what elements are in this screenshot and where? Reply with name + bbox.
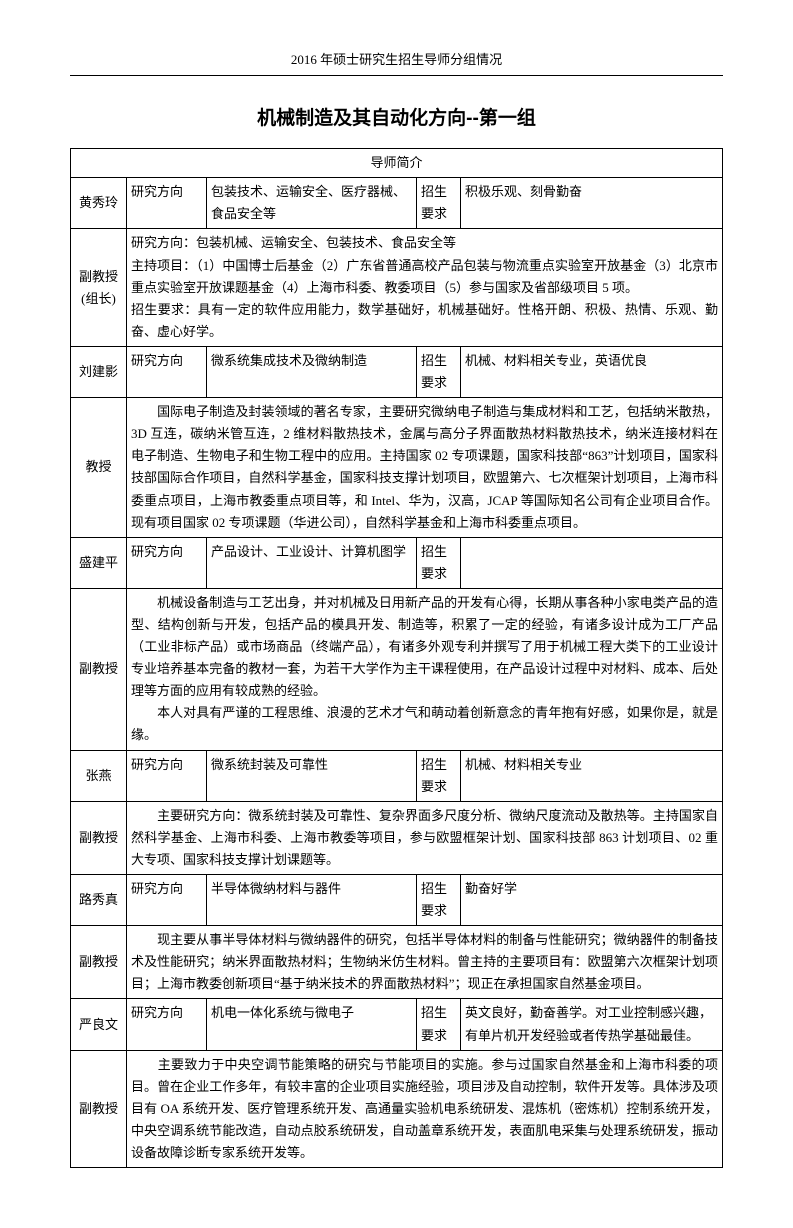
detail-paragraph: 主要致力于中央空调节能策略的研究与节能项目的实施。参与过国家自然基金和上海市科委… xyxy=(131,1054,718,1164)
requirement-label: 招生要求 xyxy=(417,999,461,1050)
advisor-detail: 主要研究方向：微系统封装及可靠性、复杂界面多尺度分析、微纳尺度流动及散热等。主持… xyxy=(127,801,723,874)
table-header-row: 导师简介 xyxy=(71,149,723,178)
direction-label: 研究方向 xyxy=(127,999,207,1050)
advisor-title: 副教授 xyxy=(71,926,127,999)
detail-paragraph: 主持项目：（1）中国博士后基金（2）广东省普通高校产品包装与物流重点实验室开放基… xyxy=(131,255,718,299)
detail-paragraph: 国际电子制造及封装领域的著名专家，主要研究微纳电子制造与集成材料和工艺，包括纳米… xyxy=(131,401,718,534)
requirement-label: 招生要求 xyxy=(417,750,461,801)
detail-paragraph: 现主要从事半导体材料与微纳器件的研究，包括半导体材料的制备与性能研究；微纳器件的… xyxy=(131,929,718,995)
advisor-title: 副教授 xyxy=(71,588,127,750)
advisor-name: 黄秀玲 xyxy=(71,178,127,229)
requirement-text xyxy=(461,537,723,588)
advisor-table: 导师简介 黄秀玲研究方向包装技术、运输安全、医疗器械、食品安全等招生要求积极乐观… xyxy=(70,148,723,1168)
document-title: 机械制造及其自动化方向--第一组 xyxy=(70,104,723,134)
requirement-label: 招生要求 xyxy=(417,346,461,397)
direction-label: 研究方向 xyxy=(127,750,207,801)
direction-text: 微系统封装及可靠性 xyxy=(207,750,417,801)
advisor-title: 副教授 (组长) xyxy=(71,229,127,346)
detail-paragraph: 招生要求：具有一定的软件应用能力，数学基础好，机械基础好。性格开朗、积极、热情、… xyxy=(131,299,718,343)
advisor-title: 教授 xyxy=(71,398,127,538)
detail-paragraph: 机械设备制造与工艺出身，并对机械及日用新产品的开发有心得，长期从事各种小家电类产… xyxy=(131,592,718,702)
direction-label: 研究方向 xyxy=(127,537,207,588)
advisor-name: 路秀真 xyxy=(71,875,127,926)
requirement-label: 招生要求 xyxy=(417,537,461,588)
direction-label: 研究方向 xyxy=(127,178,207,229)
advisor-name: 盛建平 xyxy=(71,537,127,588)
requirement-label: 招生要求 xyxy=(417,178,461,229)
advisor-name: 严良文 xyxy=(71,999,127,1050)
direction-text: 机电一体化系统与微电子 xyxy=(207,999,417,1050)
requirement-label: 招生要求 xyxy=(417,875,461,926)
direction-label: 研究方向 xyxy=(127,346,207,397)
direction-text: 微系统集成技术及微纳制造 xyxy=(207,346,417,397)
detail-paragraph: 本人对具有严谨的工程思维、浪漫的艺术才气和萌动着创新意念的青年抱有好感，如果你是… xyxy=(131,702,718,746)
advisor-detail: 现主要从事半导体材料与微纳器件的研究，包括半导体材料的制备与性能研究；微纳器件的… xyxy=(127,926,723,999)
detail-paragraph: 研究方向：包装机械、运输安全、包装技术、食品安全等 xyxy=(131,232,718,254)
advisor-title: 副教授 xyxy=(71,801,127,874)
advisor-detail: 机械设备制造与工艺出身，并对机械及日用新产品的开发有心得，长期从事各种小家电类产… xyxy=(127,588,723,750)
requirement-text: 机械、材料相关专业，英语优良 xyxy=(461,346,723,397)
direction-text: 半导体微纳材料与器件 xyxy=(207,875,417,926)
header-rule xyxy=(70,75,723,76)
advisor-name: 刘建影 xyxy=(71,346,127,397)
requirement-text: 英文良好，勤奋善学。对工业控制感兴趣，有单片机开发经验或者传热学基础最佳。 xyxy=(461,999,723,1050)
direction-label: 研究方向 xyxy=(127,875,207,926)
page-header: 2016 年硕士研究生招生导师分组情况 xyxy=(70,50,723,71)
requirement-text: 积极乐观、刻骨勤奋 xyxy=(461,178,723,229)
requirement-text: 机械、材料相关专业 xyxy=(461,750,723,801)
advisor-detail: 研究方向：包装机械、运输安全、包装技术、食品安全等主持项目：（1）中国博士后基金… xyxy=(127,229,723,346)
advisor-name: 张燕 xyxy=(71,750,127,801)
direction-text: 包装技术、运输安全、医疗器械、食品安全等 xyxy=(207,178,417,229)
advisor-detail: 主要致力于中央空调节能策略的研究与节能项目的实施。参与过国家自然基金和上海市科委… xyxy=(127,1050,723,1167)
advisor-detail: 国际电子制造及封装领域的著名专家，主要研究微纳电子制造与集成材料和工艺，包括纳米… xyxy=(127,398,723,538)
direction-text: 产品设计、工业设计、计算机图学 xyxy=(207,537,417,588)
requirement-text: 勤奋好学 xyxy=(461,875,723,926)
detail-paragraph: 主要研究方向：微系统封装及可靠性、复杂界面多尺度分析、微纳尺度流动及散热等。主持… xyxy=(131,805,718,871)
advisor-title: 副教授 xyxy=(71,1050,127,1167)
